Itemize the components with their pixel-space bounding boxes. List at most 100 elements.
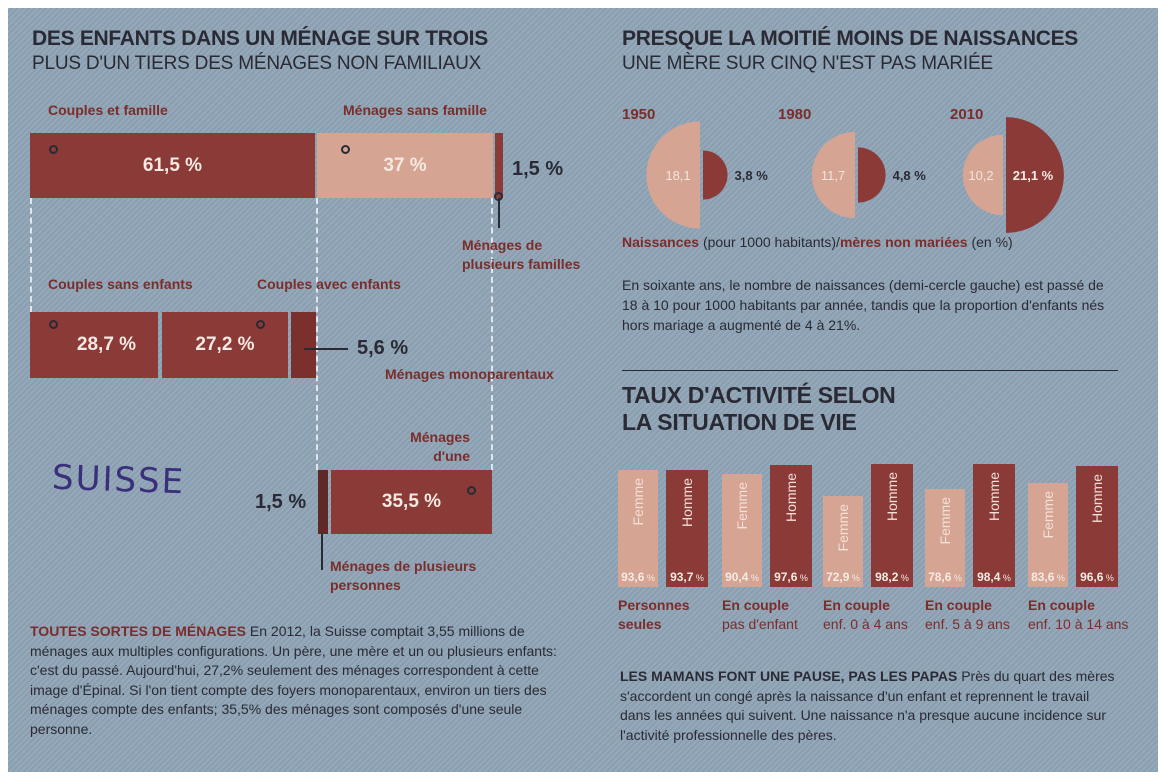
bar-sans-famille: 37 %: [317, 133, 493, 198]
right-body-text: En soixante ans, le nombre de naissances…: [622, 277, 1105, 333]
left-subtitle: PLUS D'UN TIERS DES MÉNAGES NON FAMILIAU…: [32, 53, 482, 74]
group-label: En couple pas d'enfant: [722, 596, 798, 634]
label-line: Ménages de: [462, 237, 543, 253]
label-couples-famille: Couples et famille: [48, 102, 168, 118]
unmarried-value: 3,8 %: [735, 168, 769, 183]
unmarried-semicircle: [858, 147, 886, 203]
label-line: Ménages de plusieurs: [330, 558, 477, 574]
series-label: Femme: [1040, 490, 1056, 538]
group-subtitle: enf. 10 à 14 ans: [1028, 616, 1129, 632]
group-title: En couple: [722, 597, 789, 613]
births-legend: Naissances (pour 1000 habitants)/mères n…: [622, 234, 1013, 250]
births-semicircle-chart: 1950 18,1 3,8 % 1980 11,7 4,8 % 2010 10,2 21,1 %: [622, 106, 1064, 233]
series-label: Homme: [1089, 474, 1105, 524]
value-plusieurs-familles: 1,5 %: [512, 158, 564, 180]
body-lead: TOUTES SORTES DE MÉNAGES: [30, 623, 246, 639]
group-subtitle: seules: [618, 616, 662, 632]
left-body-text: TOUTES SORTES DE MÉNAGES En 2012, la Sui…: [30, 622, 565, 739]
series-label: Femme: [630, 478, 646, 526]
unmarried-value: 4,8 %: [893, 168, 927, 183]
births-value: 10,2: [968, 168, 993, 183]
pointer-dot: [494, 192, 503, 201]
label-monoparentaux: Ménages monoparentaux: [385, 366, 554, 382]
value-monoparentaux: 5,6 %: [357, 337, 409, 359]
group-title: En couple: [823, 597, 890, 613]
value: 37 %: [383, 154, 427, 176]
right-title: PRESQUE LA MOITIÉ MOINS DE NAISSANCES: [622, 27, 1079, 50]
pointer-line: [304, 348, 348, 350]
pointer-dot: [341, 145, 350, 154]
legend-text: (en %): [967, 234, 1013, 250]
series-label: Homme: [679, 477, 695, 527]
legend-mothers: mères non mariées: [839, 234, 968, 250]
births-value: 11,7: [821, 168, 845, 183]
bar-value: 90,4 %: [725, 570, 759, 584]
femme-bar: Femme 93,6 %: [618, 470, 658, 587]
year-label: 2010: [950, 106, 983, 123]
femme-bar: Femme 72,9 %: [823, 495, 863, 587]
activity-title: TAUX D'ACTIVITÉ SELON LA SITUATION DE VIE: [622, 382, 896, 436]
femme-bar: Femme 78,6 %: [925, 488, 965, 587]
series-label: Homme: [986, 472, 1002, 522]
right-body2-text: LES MAMANS FONT UNE PAUSE, PAS LES PAPAS…: [620, 667, 1120, 745]
value: 35,5 %: [381, 491, 442, 512]
births-value: 18,1: [665, 168, 690, 183]
births-semicircle: [962, 134, 1003, 216]
pointer-line: [321, 534, 323, 570]
right-subtitle: UNE MÈRE SUR CINQ N'EST PAS MARIÉE: [622, 53, 993, 74]
value: 28,7 %: [76, 334, 137, 355]
series-label: Femme: [937, 496, 953, 545]
pointer-line: [498, 198, 500, 228]
bar-avec-enfants: 27,2 %: [162, 312, 288, 378]
femme-bar: Femme 90,4 %: [722, 474, 762, 587]
group-subtitle: enf. 0 à 4 ans: [823, 616, 908, 632]
homme-bar: Homme 98,4 %: [973, 464, 1015, 587]
group-title: Personnes: [618, 597, 690, 613]
group-label: En couple enf. 10 à 14 ans: [1028, 596, 1128, 634]
group-title: En couple: [1028, 597, 1095, 613]
unmarried-semicircle: [1006, 117, 1064, 233]
label-line: personnes: [330, 577, 401, 593]
bar-plusieurs-personnes: [318, 470, 328, 534]
legend-births: Naissances: [622, 234, 700, 250]
homme-bar: Homme 98,2 %: [871, 464, 913, 587]
handwritten-annotation: SUISSE: [51, 457, 186, 503]
dash-line: [316, 198, 318, 470]
bar-couples-famille: 61,5 %: [30, 133, 315, 198]
label-plusieurs-familles: Ménages de plusieurs familles: [462, 236, 580, 274]
bar-value: 98,2 %: [875, 570, 909, 584]
births-semicircle: [646, 121, 700, 229]
births-semicircle: [811, 131, 855, 219]
label-avec-enfants: Couples avec enfants: [257, 276, 401, 292]
label-plusieurs-personnes: Ménages de plusieurs personnes: [330, 557, 476, 595]
value: 27,2 %: [195, 334, 255, 355]
homme-bar: Homme 97,6 %: [770, 465, 812, 587]
label-sans-enfants: Couples sans enfants: [48, 276, 193, 292]
bar-plusieurs-familles: [495, 133, 503, 198]
title-line: TAUX D'ACTIVITÉ SELON: [622, 382, 896, 408]
legend-text: (pour 1000 habitants)/: [699, 234, 840, 250]
left-title: DES ENFANTS DANS UN MÉNAGE SUR TROIS: [32, 27, 488, 50]
value: 61,5 %: [142, 154, 203, 176]
group-label: En couple enf. 0 à 4 ans: [823, 596, 908, 634]
year-label: 1980: [778, 106, 811, 123]
bar-value: 97,6 %: [774, 570, 808, 584]
bar-value: 93,7 %: [670, 570, 704, 584]
label-line: Ménages d'une: [410, 429, 470, 464]
series-label: Homme: [783, 473, 799, 523]
dash-line: [491, 198, 493, 470]
femme-bar: Femme 83,6 %: [1028, 482, 1068, 587]
bar-value: 83,6 %: [1031, 570, 1065, 584]
unmarried-semicircle: [703, 150, 728, 200]
series-label: Femme: [835, 503, 851, 552]
group-subtitle: pas d'enfant: [722, 616, 798, 632]
year-label: 1950: [622, 106, 655, 123]
divider: [622, 370, 1118, 371]
pointer-dot: [49, 320, 58, 329]
bar-value: 96,6 %: [1080, 570, 1114, 584]
series-label: Femme: [734, 482, 750, 530]
group-label: Personnes seules: [618, 596, 690, 634]
bar-value: 72,9 %: [826, 570, 860, 584]
dash-line: [30, 198, 32, 312]
group-label: En couple enf. 5 à 9 ans: [925, 596, 1010, 634]
